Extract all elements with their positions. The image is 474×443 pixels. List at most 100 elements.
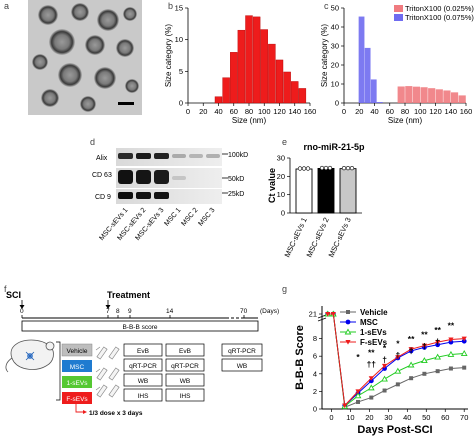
sci-label: SCI [6, 290, 21, 300]
bar [435, 89, 443, 103]
tick-label: 14 [166, 308, 174, 315]
legend-swatch [394, 5, 403, 12]
treatment-label: Treatment [107, 290, 150, 300]
data-point [395, 355, 401, 360]
days-label: (Days) [260, 308, 279, 315]
data-point [369, 395, 374, 400]
data-point [355, 389, 361, 394]
data-point [448, 339, 454, 345]
tick-label: 0 [20, 308, 24, 315]
y-tick-label: 0 [179, 99, 183, 108]
y-tick-label: 30 [331, 42, 339, 51]
x-axis-title: Days Post-SCI [357, 424, 432, 436]
significance-marker: ** [421, 330, 428, 340]
significance-dagger: † [395, 350, 400, 360]
assay-column-day14: EvB qRT-PCR WB IHS [165, 343, 205, 402]
data-point [344, 328, 352, 335]
data-point [421, 343, 427, 349]
assay-label: qRT-PCR [129, 363, 157, 370]
significance-dagger: †† [367, 359, 377, 369]
legend-label: F-sEVs [360, 338, 388, 347]
lane-label: MSC 2 [180, 207, 199, 228]
data-point [345, 166, 351, 171]
bar [260, 29, 268, 104]
panel-letter-a: a [4, 1, 9, 11]
y-tick-label: 30 [277, 154, 285, 163]
significance-marker: ** [368, 348, 375, 358]
data-point [461, 336, 467, 342]
assay-label: qRT-PCR [171, 363, 199, 370]
bar [291, 81, 299, 104]
bar [443, 90, 451, 103]
x-tick-label: 10 [346, 413, 354, 422]
data-point [448, 366, 453, 371]
x-tick-label: 140 [288, 107, 301, 116]
y-tick-label: 40 [331, 23, 339, 32]
y-tick-label: 0 [335, 99, 339, 108]
data-point [435, 369, 440, 374]
assay-label: WB [138, 378, 148, 385]
significance-marker: ** [408, 334, 415, 344]
y-tick-label: 8 [313, 334, 317, 343]
y-tick-label: 10 [175, 35, 183, 44]
panel-c: c 0 10 20 30 40 50 0 20 40 60 80 100 120 140 160 Triton… [320, 1, 474, 125]
data-point [395, 382, 400, 387]
bar [230, 52, 238, 104]
x-tick-label: 60 [230, 107, 238, 116]
series-line [327, 313, 465, 407]
x-tick-label: 50 [422, 413, 430, 422]
x-tick-label: MSC-sEVs 3 [327, 216, 353, 259]
data-point [325, 312, 331, 317]
legend-label: Vehicle [360, 308, 388, 317]
group-vehicle-label: Vehicle [67, 348, 88, 355]
legend-label: TritonX100 (0.075%) [405, 13, 474, 22]
x-tick-label: 40 [370, 107, 378, 116]
panel-letter-b: b [168, 1, 173, 11]
assay-label: qRT-PCR [228, 348, 256, 355]
x-tick-label: 120 [429, 107, 442, 116]
data-point [382, 388, 387, 393]
data-point [349, 166, 355, 171]
data-point [434, 353, 442, 360]
significance-dagger: † [409, 346, 414, 356]
bar [298, 88, 307, 104]
assay-label: IHS [138, 393, 150, 400]
lane-label: MSC 1 [163, 207, 182, 228]
panel-letter-d: d [90, 137, 95, 147]
data-point [448, 337, 454, 343]
panel-letter-c: c [324, 1, 329, 11]
panel-a: a [4, 0, 142, 115]
data-point [297, 166, 303, 171]
significance-marker: ** [448, 321, 455, 331]
significance-marker: ** [434, 325, 441, 335]
data-point [330, 312, 336, 317]
data-point [421, 357, 428, 364]
group-1sevs-label: 1-sEVs [67, 380, 89, 387]
group-msc-label: MSC [70, 364, 85, 371]
panel-letter-g: g [282, 284, 287, 294]
x-tick-label: 60 [441, 413, 449, 422]
legend-label: MSC [360, 318, 378, 327]
rat-illustration [5, 339, 55, 373]
y-tick-label: 21 [309, 310, 317, 319]
data-point [345, 340, 351, 345]
axis-break [317, 317, 327, 322]
x-tick-label: 100 [414, 107, 427, 116]
series-line [327, 313, 465, 408]
kd-50: 50kD [228, 176, 244, 183]
y-axis-title: Size category (%) [320, 24, 329, 87]
data-point [394, 367, 402, 374]
data-point [435, 340, 441, 345]
x-tick-label: 20 [355, 107, 363, 116]
x-tick-label: 0 [329, 413, 333, 422]
lane-label: MSC 3 [197, 207, 216, 228]
y-axis-title: B-B-B Score [294, 325, 306, 390]
panel-letter-e: e [282, 137, 287, 147]
x-tick-label: 40 [214, 107, 222, 116]
tube-icons [95, 346, 120, 398]
blot-row-cd63: CD 63 [92, 172, 112, 179]
